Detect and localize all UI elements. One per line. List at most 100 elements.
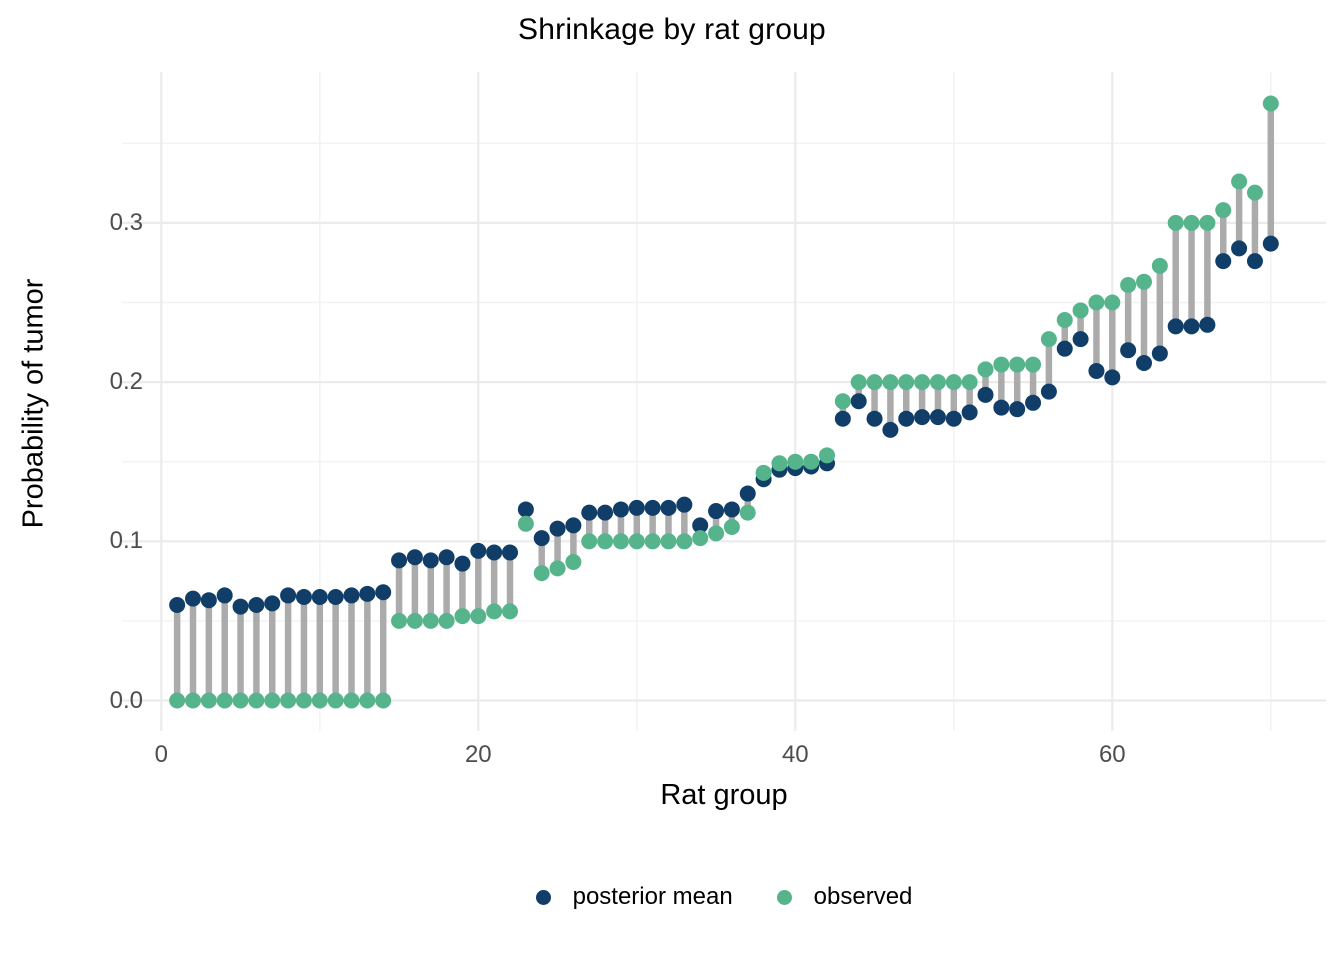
posterior-mean-point bbox=[1262, 235, 1279, 252]
y-tick-label: 0.2 bbox=[109, 368, 143, 396]
observed-point bbox=[549, 560, 566, 577]
observed-point bbox=[232, 692, 249, 709]
observed-point bbox=[169, 692, 186, 709]
y-tick-label: 0.1 bbox=[109, 527, 143, 555]
posterior-mean-point bbox=[1183, 318, 1200, 335]
observed-point bbox=[612, 533, 629, 550]
posterior-mean-point bbox=[898, 410, 915, 427]
observed-point bbox=[819, 447, 835, 464]
observed-point bbox=[993, 356, 1010, 373]
observed-point bbox=[866, 374, 883, 391]
posterior-mean-point bbox=[660, 499, 677, 516]
observed-point bbox=[454, 608, 471, 625]
posterior-mean-point bbox=[1231, 240, 1248, 257]
observed-point bbox=[359, 692, 376, 709]
posterior-mean-point bbox=[850, 393, 867, 410]
x-tick-label: 0 bbox=[154, 741, 168, 768]
observed-point bbox=[1167, 214, 1184, 231]
posterior-mean-point bbox=[977, 386, 994, 403]
observed-point bbox=[914, 374, 931, 391]
posterior-mean-point bbox=[1215, 253, 1232, 270]
x-tick-label: 60 bbox=[1098, 741, 1126, 768]
posterior-mean-point bbox=[502, 544, 518, 561]
posterior-mean-point bbox=[470, 542, 487, 559]
posterior-mean-point bbox=[723, 501, 740, 518]
posterior-mean-point bbox=[929, 409, 946, 426]
posterior-mean-point bbox=[549, 520, 566, 537]
posterior-mean-point bbox=[1167, 318, 1184, 335]
observed-point bbox=[375, 692, 392, 709]
observed-point bbox=[771, 455, 788, 472]
observed-point bbox=[628, 533, 645, 550]
posterior-mean-point bbox=[565, 517, 582, 534]
observed-point bbox=[803, 453, 820, 470]
posterior-mean-point bbox=[359, 585, 376, 602]
observed-point bbox=[264, 692, 281, 709]
posterior-mean-point bbox=[438, 549, 455, 566]
posterior-mean-point bbox=[914, 409, 931, 426]
observed-point bbox=[343, 692, 360, 709]
observed-point bbox=[517, 515, 534, 532]
posterior-mean-point bbox=[533, 530, 550, 547]
x-tick-label: 40 bbox=[781, 741, 809, 768]
posterior-mean-point bbox=[169, 596, 186, 613]
observed-point bbox=[1040, 331, 1057, 348]
posterior-mean-point bbox=[327, 589, 344, 606]
observed-point bbox=[438, 612, 455, 629]
observed-point bbox=[311, 692, 328, 709]
posterior-mean-point bbox=[866, 410, 883, 427]
observed-point bbox=[1136, 273, 1152, 290]
posterior-mean-point bbox=[391, 552, 408, 569]
observed-point bbox=[1056, 312, 1073, 329]
observed-point bbox=[961, 374, 978, 391]
observed-point bbox=[882, 374, 899, 391]
observed-point bbox=[898, 374, 915, 391]
observed-point bbox=[977, 361, 994, 378]
observed-point bbox=[692, 530, 709, 547]
observed-point bbox=[708, 525, 725, 542]
posterior-mean-point bbox=[1009, 401, 1026, 418]
observed-point bbox=[248, 692, 265, 709]
observed-point bbox=[1120, 276, 1137, 293]
posterior-mean-point bbox=[1120, 342, 1137, 359]
observed-point bbox=[1009, 356, 1026, 373]
observed-point bbox=[565, 553, 582, 570]
posterior-mean-point bbox=[185, 590, 201, 607]
observed-point bbox=[581, 533, 598, 550]
observed-point bbox=[280, 692, 297, 709]
posterior-mean-point bbox=[248, 596, 265, 613]
observed-point bbox=[676, 533, 693, 550]
posterior-mean-point bbox=[961, 404, 978, 421]
observed-point bbox=[185, 692, 201, 709]
posterior-mean-point bbox=[454, 555, 471, 572]
legend-item-observed: observed bbox=[776, 883, 912, 911]
observed-point bbox=[1215, 202, 1232, 219]
x-axis-title: Rat group bbox=[660, 779, 788, 811]
observed-legend-dot-icon bbox=[776, 889, 792, 905]
observed-point bbox=[486, 603, 503, 620]
posterior-mean-point bbox=[311, 589, 328, 606]
observed-point bbox=[723, 518, 740, 535]
posterior-mean-point bbox=[1246, 253, 1263, 270]
x-tick-label: 20 bbox=[464, 741, 492, 768]
y-tick-label: 0.0 bbox=[109, 686, 143, 714]
observed-point bbox=[945, 374, 962, 391]
posterior-mean-point bbox=[834, 410, 851, 427]
posterior-mean-point bbox=[993, 399, 1010, 416]
chart-legend: posterior mean observed bbox=[122, 883, 1326, 911]
posterior-mean-point bbox=[216, 587, 233, 604]
posterior-mean-point bbox=[1104, 369, 1121, 386]
observed-point bbox=[295, 692, 312, 709]
y-tick-label: 0.3 bbox=[109, 208, 143, 236]
observed-point bbox=[422, 612, 439, 629]
posterior-mean-point bbox=[739, 485, 756, 502]
observed-point bbox=[1199, 214, 1216, 231]
observed-point bbox=[644, 533, 661, 550]
observed-point bbox=[406, 612, 423, 629]
observed-point bbox=[216, 692, 233, 709]
posterior-mean-point bbox=[375, 584, 392, 601]
posterior-mean-point bbox=[422, 552, 439, 569]
posterior-mean-point bbox=[486, 544, 503, 561]
